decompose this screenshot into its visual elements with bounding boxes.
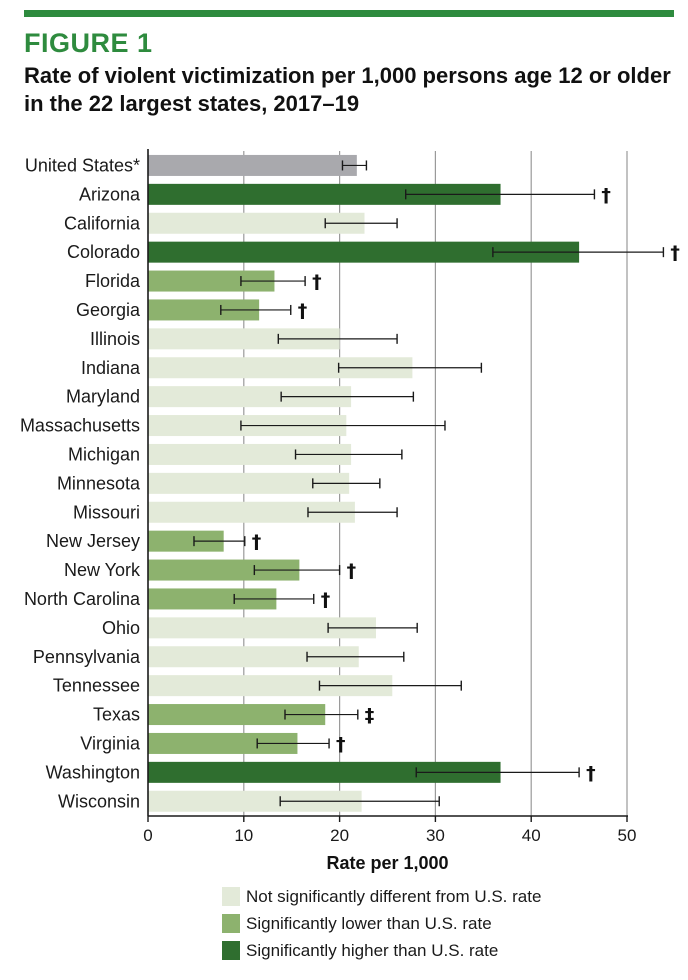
significance-mark: † [252,531,262,553]
category-label: Indiana [81,358,141,378]
category-label: Texas [93,705,140,725]
bar-tennessee [148,675,393,697]
bar-wisconsin [148,790,362,812]
bar-minnesota [148,472,350,494]
category-label: Florida [85,271,141,291]
bar-virginia [148,732,298,754]
category-label: Missouri [73,502,140,522]
bar-arizona [148,183,501,205]
accent-bar [24,10,674,17]
bar-florida [148,270,275,292]
category-label: Georgia [76,300,141,320]
category-label: Virginia [80,733,141,753]
significance-mark: † [298,300,308,322]
significance-mark: ‡ [365,705,375,727]
x-tick-label: 10 [234,826,253,845]
category-label: Illinois [90,329,140,349]
category-label: New Jersey [46,531,140,551]
significance-mark: † [321,589,331,611]
significance-mark: † [586,762,596,784]
category-label: Massachusetts [20,416,140,436]
bar-maryland [148,386,352,408]
legend-swatch-higher [222,941,240,960]
x-tick-label: 40 [522,826,541,845]
legend-swatch-not-significant [222,887,240,906]
category-label: California [64,213,141,233]
bar-united-states- [148,154,357,176]
bar-pennsylvania [148,646,359,668]
figure-title: Rate of violent victimization per 1,000 … [24,63,671,116]
bar-texas [148,704,326,726]
category-label: North Carolina [24,589,141,609]
bar-ohio [148,617,377,639]
bar-indiana [148,357,413,379]
category-label: Washington [46,762,140,782]
category-label: Minnesota [57,473,141,493]
legend-label: Significantly lower than U.S. rate [246,914,492,933]
x-tick-label: 0 [143,826,152,845]
category-label: Ohio [102,618,140,638]
bar-illinois [148,328,340,350]
category-label: New York [64,560,141,580]
category-label: Michigan [68,444,140,464]
bar-north-carolina [148,588,277,610]
figure-label: FIGURE 1 [24,28,153,58]
category-label: Colorado [67,242,140,262]
bar-new-york [148,559,300,581]
significance-mark: † [347,560,357,582]
bar-colorado [148,241,580,263]
significance-mark: † [670,242,680,264]
category-label: Pennsylvania [33,647,141,667]
bar-washington [148,761,501,783]
bar-missouri [148,501,355,523]
legend-label: Significantly higher than U.S. rate [246,941,498,960]
bar-new-jersey [148,530,224,552]
bar-michigan [148,443,352,465]
significance-mark: † [312,271,322,293]
significance-mark: † [601,184,611,206]
significance-mark: † [336,733,346,755]
category-label: Arizona [79,184,141,204]
x-axis-label: Rate per 1,000 [326,853,448,873]
category-label: Wisconsin [58,791,140,811]
category-label: Maryland [66,387,140,407]
x-tick-label: 30 [426,826,445,845]
x-tick-label: 50 [618,826,637,845]
category-label: Tennessee [53,676,140,696]
x-tick-label: 20 [330,826,349,845]
category-label: United States* [25,155,140,175]
legend-label: Not significantly different from U.S. ra… [246,887,541,906]
bar-georgia [148,299,260,321]
bar-california [148,212,365,234]
legend-swatch-lower [222,914,240,933]
